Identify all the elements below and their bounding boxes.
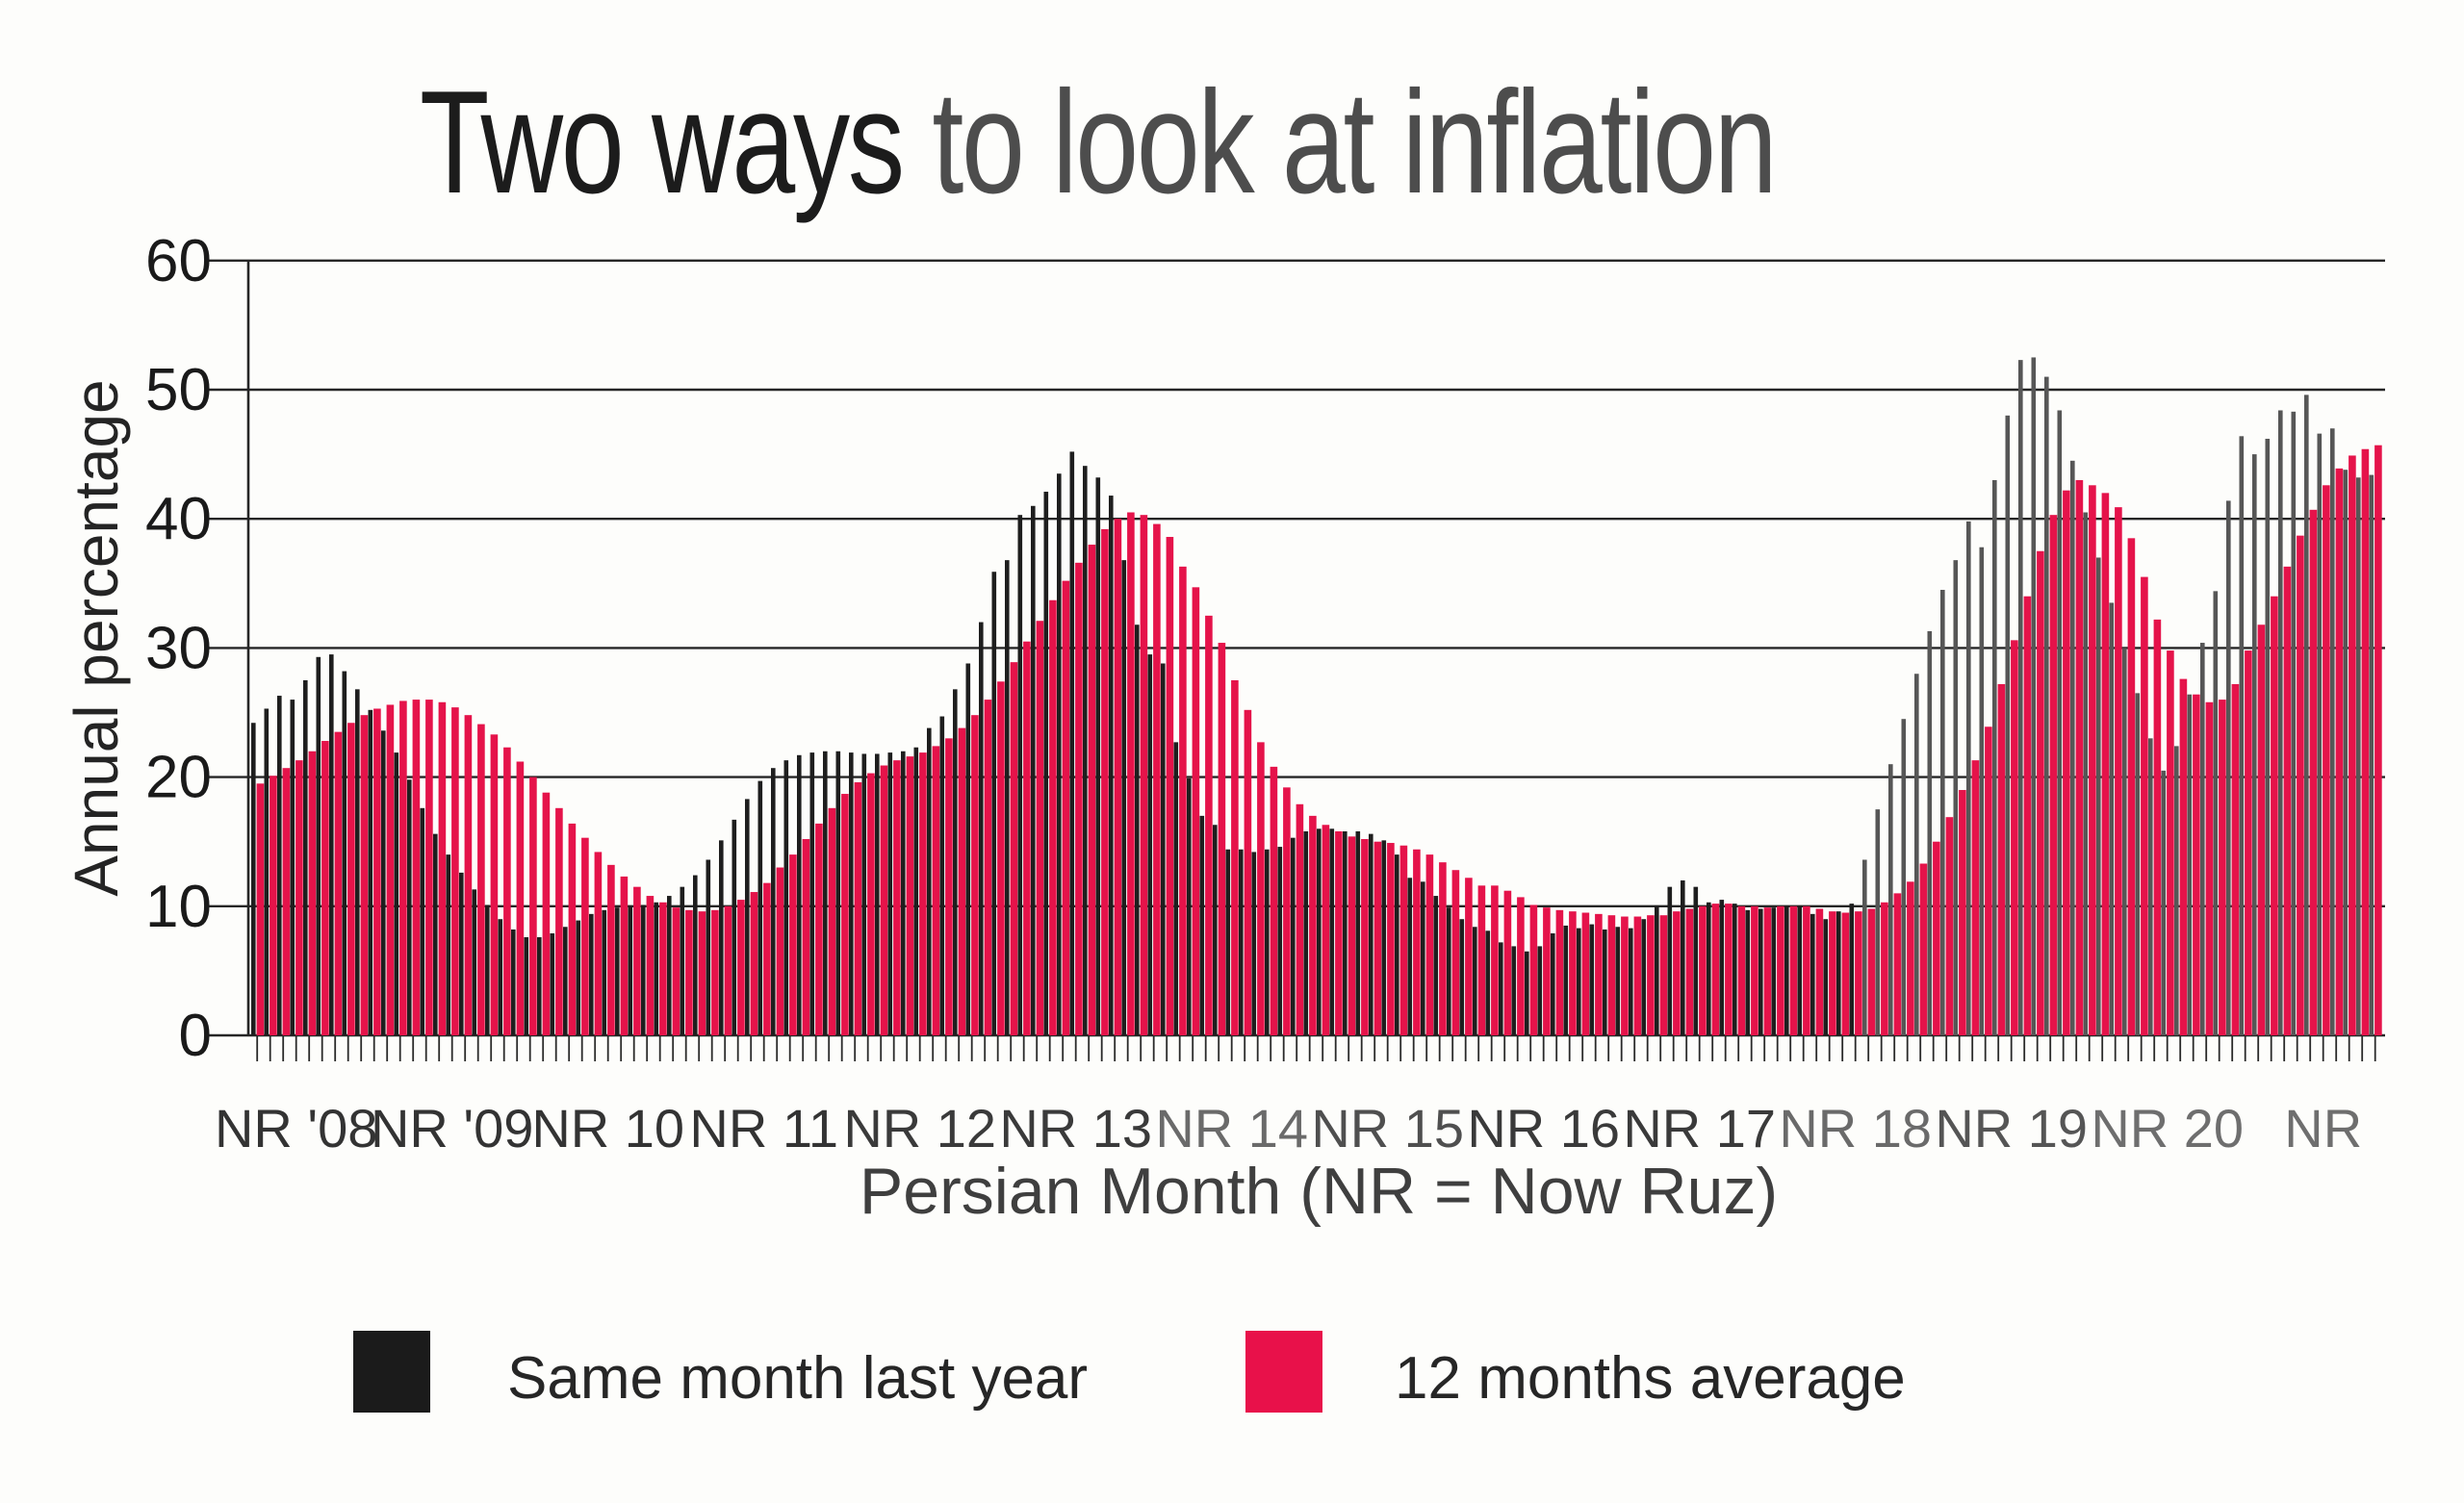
svg-text:NR 12: NR 12: [843, 1098, 996, 1159]
svg-text:30: 30: [145, 615, 212, 681]
title-light-part: to look at inflation: [902, 61, 1777, 224]
svg-text:10: 10: [145, 874, 212, 940]
bars-12-months-average: [256, 445, 2382, 1036]
title-dark-part: Two ways: [420, 61, 905, 224]
svg-text:NR: NR: [2284, 1098, 2362, 1159]
svg-text:NR '09: NR '09: [371, 1098, 533, 1159]
svg-text:NR 14: NR 14: [1155, 1098, 1308, 1159]
svg-text:NR 10: NR 10: [531, 1098, 684, 1159]
x-axis-title: Persian Month (NR = Now Ruz): [859, 1155, 1779, 1228]
svg-text:NR 13: NR 13: [999, 1098, 1152, 1159]
x-month-ticks: [256, 1035, 2376, 1061]
svg-text:0: 0: [179, 1003, 212, 1069]
svg-text:NR 20: NR 20: [2091, 1098, 2244, 1159]
svg-text:20: 20: [145, 745, 212, 811]
svg-text:NR 15: NR 15: [1311, 1098, 1464, 1159]
svg-text:NR 16: NR 16: [1467, 1098, 1620, 1159]
svg-text:NR 17: NR 17: [1623, 1098, 1776, 1159]
svg-text:NR 18: NR 18: [1779, 1098, 1932, 1159]
svg-text:NR '08: NR '08: [215, 1098, 377, 1159]
bars-same-month-last-year: [251, 357, 2374, 1036]
page-title: Two ways to look at inflation: [420, 69, 1778, 216]
svg-text:50: 50: [145, 357, 212, 423]
svg-text:60: 60: [145, 228, 212, 294]
svg-text:NR 11: NR 11: [689, 1098, 838, 1159]
svg-text:40: 40: [145, 486, 212, 552]
y-tick-labels: 0 10 20 30 40 50 60: [145, 228, 212, 1069]
svg-text:NR 19: NR 19: [1935, 1098, 2088, 1159]
